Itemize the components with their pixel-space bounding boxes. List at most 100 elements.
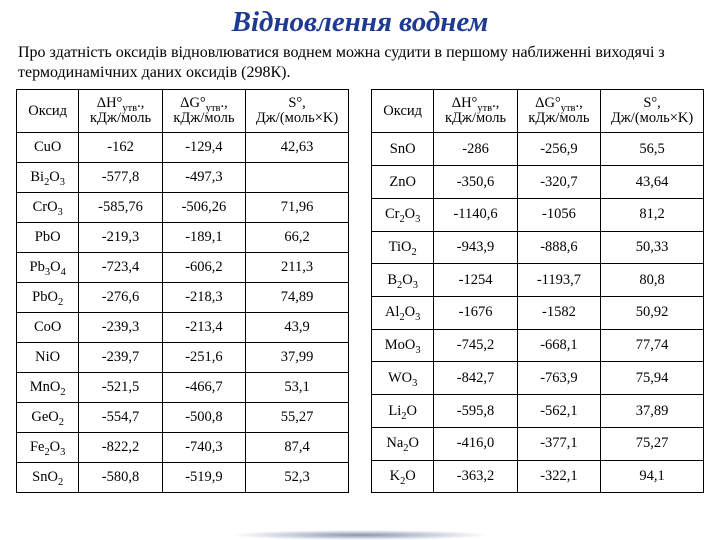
table-row: ZnO-350,6-320,743,64: [372, 166, 704, 199]
cell-dG: -606,2: [162, 253, 245, 283]
cell-S: 77,74: [601, 329, 704, 362]
table-row: Li2O-595,8-562,137,89: [372, 395, 704, 428]
cell-oxide: CrO3: [17, 193, 79, 223]
table-row: Fe2O3-822,2-740,387,4: [17, 433, 349, 463]
cell-dG: -562,1: [517, 395, 600, 428]
cell-oxide: NiO: [17, 343, 79, 373]
cell-dG: -1056: [517, 198, 600, 231]
cell-S: 80,8: [601, 264, 704, 297]
cell-dH: -286: [434, 133, 517, 166]
cell-oxide: PbO: [17, 223, 79, 253]
cell-dH: -239,7: [79, 343, 162, 373]
cell-oxide: Fe2O3: [17, 433, 79, 463]
cell-dH: -363,2: [434, 460, 517, 493]
cell-dG: -466,7: [162, 373, 245, 403]
cell-oxide: Al2O3: [372, 297, 434, 330]
cell-oxide: MoO3: [372, 329, 434, 362]
cell-dG: -888,6: [517, 231, 600, 264]
cell-dG: -251,6: [162, 343, 245, 373]
cell-dH: -219,3: [79, 223, 162, 253]
cell-S: 53,1: [246, 373, 349, 403]
cell-S: 94,1: [601, 460, 704, 493]
cell-S: 52,3: [246, 463, 349, 493]
col-dG: ΔG°утв., кДж/моль: [162, 90, 245, 133]
cell-S: 42,63: [246, 133, 349, 163]
cell-S: 55,27: [246, 403, 349, 433]
page-title: Відновлення воднем: [16, 6, 704, 39]
cell-oxide: SnO2: [17, 463, 79, 493]
cell-dH: -1140,6: [434, 198, 517, 231]
cell-dG: -519,9: [162, 463, 245, 493]
table-row: CuO-162-129,442,63: [17, 133, 349, 163]
table-row: SnO-286-256,956,5: [372, 133, 704, 166]
table-row: Cr2O3-1140,6-105681,2: [372, 198, 704, 231]
table-body-left: CuO-162-129,442,63Bi2O3-577,8-497,3CrO3-…: [17, 133, 349, 493]
col-dH: ΔH°утв., кДж/моль: [79, 90, 162, 133]
cell-S: 66,2: [246, 223, 349, 253]
cell-S: [246, 163, 349, 193]
cell-dG: -218,3: [162, 283, 245, 313]
cell-oxide: SnO: [372, 133, 434, 166]
cell-dG: -668,1: [517, 329, 600, 362]
cell-S: 211,3: [246, 253, 349, 283]
cell-dH: -595,8: [434, 395, 517, 428]
cell-dG: -1582: [517, 297, 600, 330]
cell-oxide: B2O3: [372, 264, 434, 297]
cell-dH: -723,4: [79, 253, 162, 283]
cell-S: 75,27: [601, 427, 704, 460]
table-body-right: SnO-286-256,956,5ZnO-350,6-320,743,64Cr2…: [372, 133, 704, 493]
col-S: S°, Дж/(моль×K): [601, 90, 704, 133]
col-dH: ΔH°утв., кДж/моль: [434, 90, 517, 133]
cell-dH: -276,6: [79, 283, 162, 313]
table-header-row: Оксид ΔH°утв., кДж/моль ΔG°утв., кДж/мол…: [372, 90, 704, 133]
table-row: SnO2-580,8-519,952,3: [17, 463, 349, 493]
cell-dH: -1254: [434, 264, 517, 297]
table-row: WO3-842,7-763,975,94: [372, 362, 704, 395]
table-row: PbO-219,3-189,166,2: [17, 223, 349, 253]
cell-oxide: ZnO: [372, 166, 434, 199]
intro-paragraph: Про здатність оксидів відновлюватися вод…: [18, 43, 704, 83]
col-oxide: Оксид: [372, 90, 434, 133]
cell-oxide: TiO2: [372, 231, 434, 264]
cell-dG: -213,4: [162, 313, 245, 343]
cell-S: 37,99: [246, 343, 349, 373]
cell-dH: -745,2: [434, 329, 517, 362]
cell-dG: -322,1: [517, 460, 600, 493]
cell-S: 56,5: [601, 133, 704, 166]
table-row: MoO3-745,2-668,177,74: [372, 329, 704, 362]
table-row: PbO2-276,6-218,374,89: [17, 283, 349, 313]
cell-S: 50,33: [601, 231, 704, 264]
cell-S: 71,96: [246, 193, 349, 223]
cell-dG: -763,9: [517, 362, 600, 395]
table-row: Na2O-416,0-377,175,27: [372, 427, 704, 460]
cell-S: 81,2: [601, 198, 704, 231]
cell-oxide: K2O: [372, 460, 434, 493]
col-oxide: Оксид: [17, 90, 79, 133]
cell-oxide: Pb3O4: [17, 253, 79, 283]
table-row: GeO2-554,7-500,855,27: [17, 403, 349, 433]
cell-dG: -500,8: [162, 403, 245, 433]
cell-dH: -416,0: [434, 427, 517, 460]
table-row: K2O-363,2-322,194,1: [372, 460, 704, 493]
thermo-table-left: Оксид ΔH°утв., кДж/моль ΔG°утв., кДж/мол…: [16, 89, 349, 493]
cell-oxide: PbO2: [17, 283, 79, 313]
table-row: CoO-239,3-213,443,9: [17, 313, 349, 343]
cell-oxide: CuO: [17, 133, 79, 163]
cell-dG: -256,9: [517, 133, 600, 166]
cell-dH: -580,8: [79, 463, 162, 493]
table-row: MnO2-521,5-466,753,1: [17, 373, 349, 403]
cell-S: 43,64: [601, 166, 704, 199]
tables-container: Оксид ΔH°утв., кДж/моль ΔG°утв., кДж/мол…: [16, 89, 704, 493]
cell-oxide: Na2O: [372, 427, 434, 460]
cell-dH: -554,7: [79, 403, 162, 433]
table-header-row: Оксид ΔH°утв., кДж/моль ΔG°утв., кДж/мол…: [17, 90, 349, 133]
cell-dH: -162: [79, 133, 162, 163]
cell-dH: -1676: [434, 297, 517, 330]
cell-dG: -320,7: [517, 166, 600, 199]
table-row: Bi2O3-577,8-497,3: [17, 163, 349, 193]
cell-dH: -842,7: [434, 362, 517, 395]
footer-shadow: [230, 530, 490, 540]
table-row: TiO2-943,9-888,650,33: [372, 231, 704, 264]
cell-dH: -521,5: [79, 373, 162, 403]
cell-S: 50,92: [601, 297, 704, 330]
